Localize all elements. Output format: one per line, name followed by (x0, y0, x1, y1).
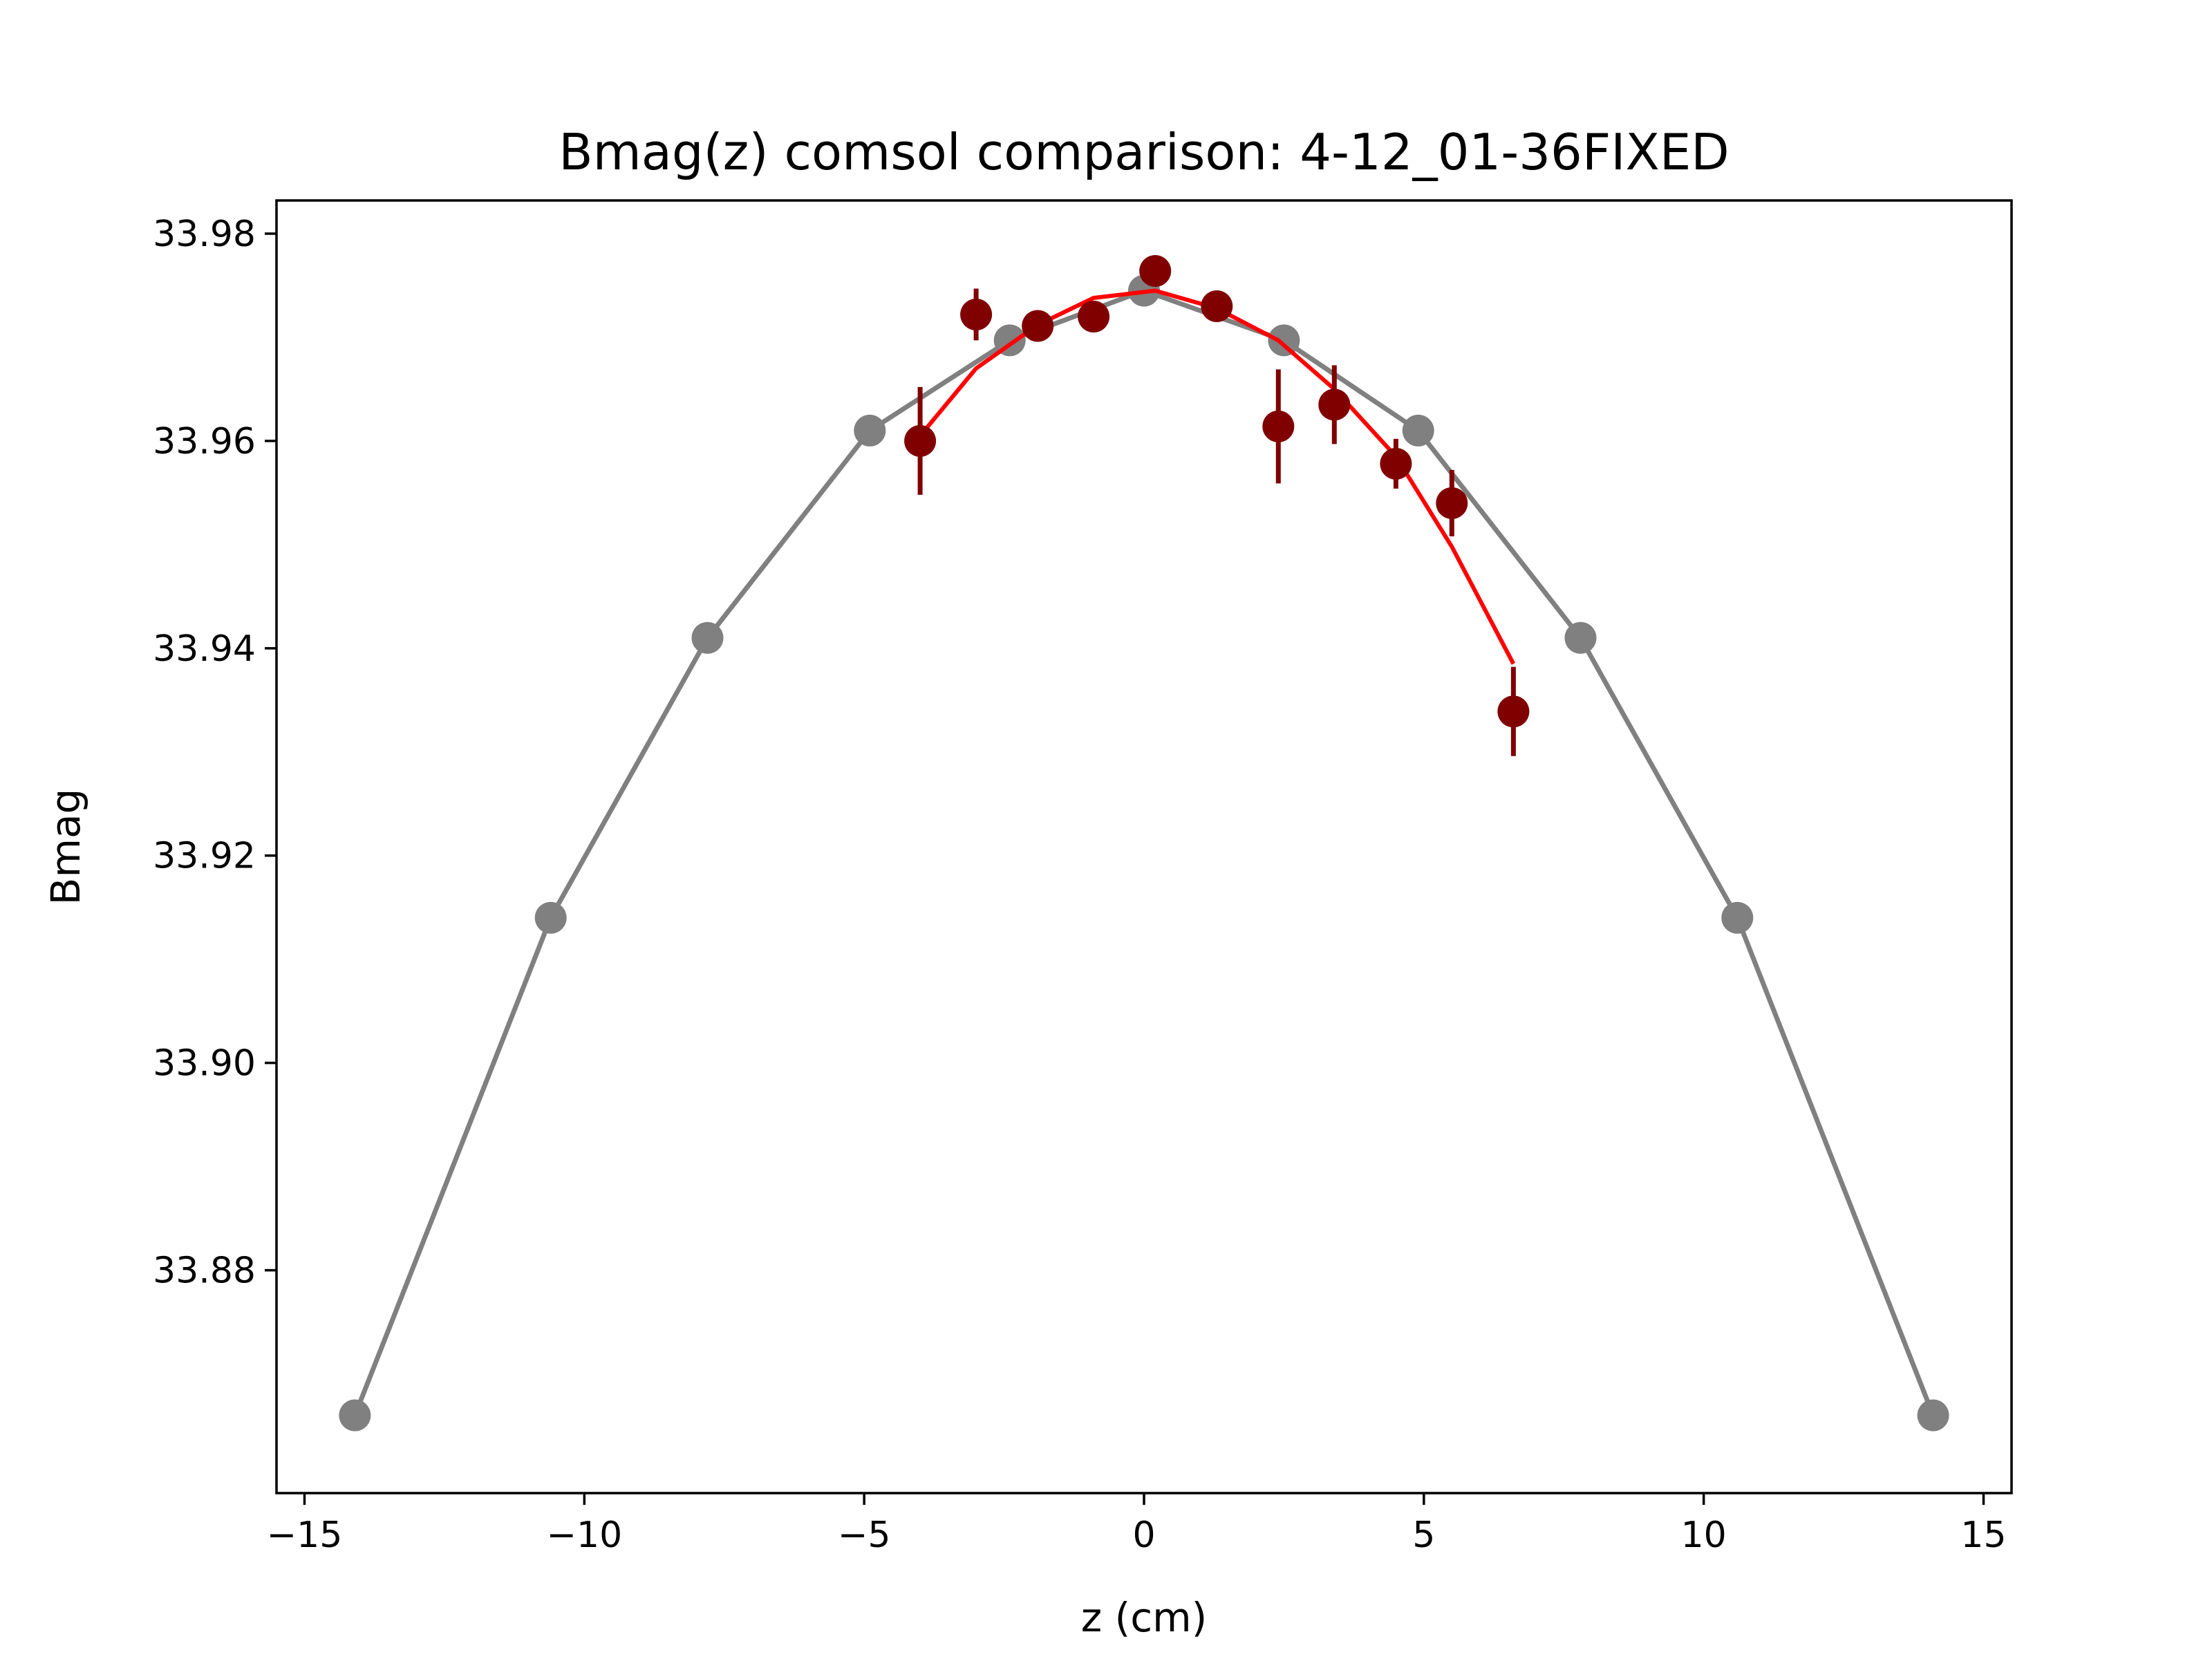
plot-area (339, 255, 1949, 1432)
measurement-point-2 (1022, 310, 1054, 342)
y-tick-label: 33.88 (153, 1250, 256, 1292)
x-tick-label: 15 (1960, 1515, 2006, 1556)
measurement-point-7 (1318, 388, 1351, 421)
y-tick-label: 33.96 (153, 421, 256, 462)
series-0-point-2 (691, 621, 724, 654)
y-tick-label: 33.90 (153, 1043, 256, 1085)
measurement-point-1 (960, 299, 993, 330)
series-0-point-10 (1917, 1399, 1949, 1432)
series-0-point-6 (1268, 324, 1300, 357)
series-0-point-1 (534, 901, 567, 934)
measurement-point-10 (1497, 695, 1530, 728)
x-axis: −15 −10 −5 0 5 10 15 (267, 1493, 2007, 1556)
measurement-point-0 (904, 424, 937, 457)
y-tick-label: 33.92 (153, 836, 256, 877)
x-tick-label: 5 (1412, 1515, 1435, 1556)
series-0-point-8 (1564, 621, 1597, 654)
x-tick-label: −15 (267, 1515, 343, 1556)
y-tick-label: 33.98 (153, 214, 256, 255)
x-tick-label: 10 (1681, 1515, 1727, 1556)
measurement-point-8 (1380, 447, 1412, 480)
series-0-point-9 (1721, 901, 1754, 934)
x-tick-label: −10 (546, 1515, 622, 1556)
measurement-point-3 (1078, 301, 1110, 332)
chart-title: Bmag(z) comsol comparison: 4-12_01-36FIX… (559, 123, 1730, 181)
x-axis-label: z (cm) (1081, 1594, 1208, 1641)
measurement-point-5 (1201, 290, 1233, 322)
y-axis: 33.88 33.90 33.92 33.94 33.96 33.98 (153, 214, 276, 1292)
series-0-point-0 (339, 1399, 371, 1432)
y-tick-label: 33.94 (153, 628, 256, 670)
measurement-point-9 (1436, 487, 1468, 519)
x-tick-label: −5 (838, 1515, 891, 1556)
x-tick-label: 0 (1132, 1515, 1155, 1556)
y-axis-label: Bmag (42, 789, 89, 906)
measurement-point-4 (1139, 255, 1172, 287)
measurement-point-6 (1262, 410, 1295, 442)
series-0-point-7 (1402, 414, 1434, 447)
series-0-point-3 (854, 414, 886, 447)
